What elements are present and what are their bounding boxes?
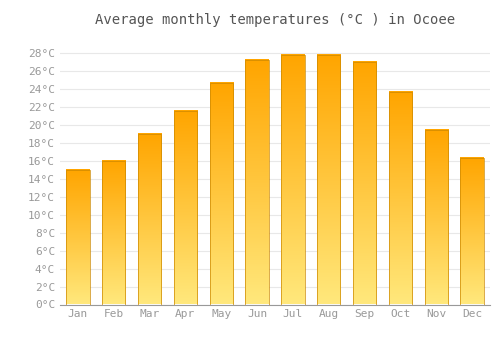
Bar — [102, 161, 126, 304]
Title: Average monthly temperatures (°C ) in Ocoee: Average monthly temperatures (°C ) in Oc… — [95, 13, 455, 27]
Bar — [210, 83, 233, 304]
Bar — [317, 55, 340, 304]
Bar — [460, 158, 483, 304]
Bar — [174, 111, 197, 304]
Bar — [424, 130, 448, 304]
Bar — [282, 55, 304, 304]
Bar — [389, 92, 412, 304]
Bar — [138, 134, 161, 304]
Bar — [66, 170, 90, 304]
Bar — [353, 62, 376, 304]
Bar — [246, 60, 268, 304]
